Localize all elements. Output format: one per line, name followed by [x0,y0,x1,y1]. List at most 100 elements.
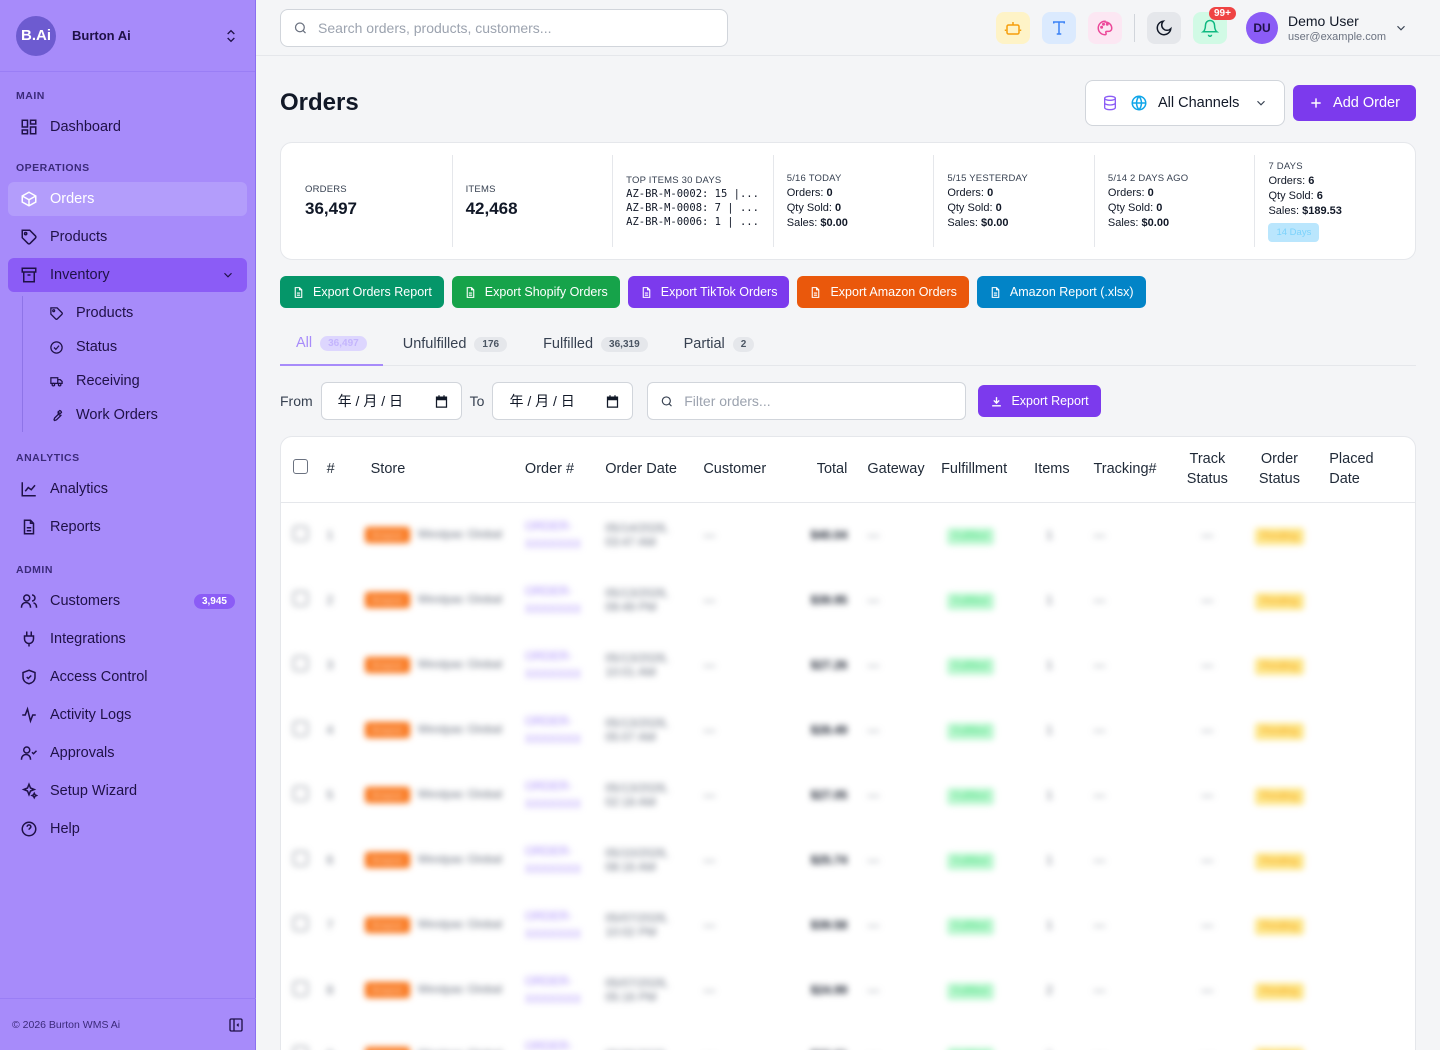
tab-fulfilled[interactable]: Fulfilled 36,319 [527,322,664,366]
order-link[interactable]: ORDER- [524,908,573,923]
filter-orders-input[interactable] [684,393,954,409]
select-all-checkbox[interactable] [293,458,308,474]
col-fulfillment[interactable]: Fulfillment [935,437,1029,503]
order-link[interactable]: XXXXXXX [524,991,581,1006]
row-checkbox[interactable] [293,720,308,736]
add-order-button[interactable]: Add Order [1293,85,1416,121]
col-order[interactable]: Order # [518,437,600,503]
order-link[interactable]: XXXXXXX [524,731,581,746]
to-date-input[interactable]: 年 / 月 / 日 [492,382,634,420]
sidebar-item-activity-logs[interactable]: Activity Logs [8,698,247,732]
order-link[interactable]: XXXXXXX [524,601,581,616]
row-checkbox[interactable] [293,915,308,931]
row-order-number[interactable]: ORDER- XXXXXXX [519,827,599,892]
tab-partial[interactable]: Partial 2 [668,322,771,366]
sidebar-item-integrations[interactable]: Integrations [8,622,247,656]
row-order-number[interactable]: ORDER- XXXXXXX [519,502,599,567]
row-order-number[interactable]: ORDER-XXXXXXX [519,957,599,1022]
order-link[interactable]: ORDER- [524,843,573,858]
table-row[interactable]: 9 Amazon Westpac Global ORDER-XXXXXXX 05/06/… [281,1022,1415,1050]
col-track-status[interactable]: Track Status [1169,437,1246,503]
calendar-icon[interactable] [434,394,449,409]
order-link[interactable]: ORDER- [524,1038,573,1050]
col-order-date[interactable]: Order Date [599,437,698,503]
row-order-number[interactable]: ORDER-XXXXXXX [519,1022,599,1050]
order-link[interactable]: XXXXXXX [524,536,581,551]
order-link[interactable]: ORDER- [524,583,573,598]
row-checkbox[interactable] [293,785,308,801]
sidebar-item-help[interactable]: Help [8,812,247,846]
sidebar-item-customers[interactable]: Customers 3,945 [8,584,247,618]
font-size-button[interactable] [1042,12,1076,44]
row-checkbox[interactable] [293,850,308,866]
col-gateway[interactable]: Gateway [853,437,936,503]
channel-select[interactable]: All Channels [1085,80,1285,126]
collapse-sidebar-icon[interactable] [228,1017,244,1033]
row-order-number[interactable]: ORDER- XXXXXXX [519,697,599,762]
col-total[interactable]: Total [786,437,854,503]
row-order-number[interactable]: ORDER- XXXXXXX [519,892,599,957]
sidebar-item-approvals[interactable]: Approvals [8,736,247,770]
sidebar-item-inventory[interactable]: Inventory [8,258,247,292]
row-checkbox[interactable] [293,590,308,606]
sidebar-item-dashboard[interactable]: Dashboard [8,110,247,144]
table-row[interactable]: 8 Amazon Westpac Global ORDER- XXXXXXX 05/07/… [281,957,1415,1022]
export-orders-report-button[interactable]: Export Orders Report [280,276,444,308]
sidebar-item-inventory-work-orders[interactable]: Work Orders [35,398,247,432]
export-report-button[interactable]: Export Report [978,385,1101,417]
theme-palette-button[interactable] [1088,12,1122,44]
col-placed-date[interactable]: Placed Date [1313,437,1393,503]
row-checkbox[interactable] [293,655,308,671]
table-row[interactable]: 1 Amazon Westpac Global ORDER- XXXXXXX 05/14/… [281,502,1415,567]
col-items[interactable]: Items [1028,437,1088,503]
order-link[interactable]: XXXXXXX [524,861,581,876]
table-row[interactable]: 6 Amazon Westpac Global ORDER- XXXXXXX 05/10/… [281,827,1415,892]
tab-unfulfilled[interactable]: Unfulfilled 176 [387,322,523,366]
brand-switcher[interactable]: B.Ai Burton Ai [0,0,255,72]
order-link[interactable]: ORDER- [524,518,573,533]
order-link[interactable]: XXXXXXX [524,926,581,941]
row-checkbox[interactable] [293,525,308,541]
row-order-number[interactable]: ORDER- XXXXXXX [519,567,599,632]
chevron-down-icon[interactable] [1394,21,1408,35]
filter-orders-field[interactable] [647,382,967,420]
sidebar-item-inventory-receiving[interactable]: Receiving [35,364,247,398]
row-checkbox[interactable] [293,1045,308,1050]
order-link[interactable]: ORDER- [524,713,573,728]
table-row[interactable]: 4 Amazon Westpac Global ORDER- XXXXXXX 05/13/… [281,697,1415,762]
order-link[interactable]: ORDER- [524,648,573,663]
sidebar-item-products[interactable]: Products [8,220,247,254]
chevrons-up-down-icon[interactable] [223,28,239,44]
14-days-toggle[interactable]: 14 Days [1268,222,1320,242]
calendar-icon[interactable] [605,394,620,409]
sidebar-item-setup-wizard[interactable]: Setup Wizard [8,774,247,808]
sidebar-item-orders[interactable]: Orders [8,182,247,216]
table-row[interactable]: 3 Amazon Westpac Global ORDER- XXXXXXX 05/13/… [281,632,1415,697]
col-tracking[interactable]: Tracking# [1087,437,1170,503]
tab-all[interactable]: All 36,497 [280,322,383,366]
ai-bot-button[interactable] [996,12,1030,44]
order-link[interactable]: XXXXXXX [524,796,581,811]
export-tiktok-orders-button[interactable]: Export TikTok Orders [627,276,790,308]
from-date-input[interactable]: 年 / 月 / 日 [320,382,462,420]
sidebar-item-analytics[interactable]: Analytics [8,472,247,506]
col-store[interactable]: Store [356,437,519,503]
notifications-button[interactable]: 99+ [1193,7,1236,44]
row-order-number[interactable]: ORDER-XXXXXXX [519,762,599,827]
sidebar-item-reports[interactable]: Reports [8,510,247,544]
dark-mode-button[interactable] [1147,12,1181,44]
user-menu[interactable]: DU Demo User user@example.com [1246,12,1386,44]
sidebar-item-inventory-products[interactable]: Products [35,296,247,330]
row-checkbox[interactable] [293,980,308,996]
table-row[interactable]: 7 Amazon Westpac Global ORDER- XXXXXXX 05/07/… [281,892,1415,957]
search-input[interactable] [318,20,715,36]
col-number[interactable]: # [320,437,357,503]
col-order-status[interactable]: Order Status [1245,437,1314,503]
sidebar-item-access-control[interactable]: Access Control [8,660,247,694]
global-search[interactable] [280,9,728,47]
export-amazon-orders-button[interactable]: Export Amazon Orders [797,276,969,308]
amazon-report-xlsx-button[interactable]: Amazon Report (.xlsx) [976,276,1146,308]
order-link[interactable]: XXXXXXX [524,666,581,681]
table-row[interactable]: 5 Amazon Westpac Global ORDER- XXXXXXX 05/13/… [281,762,1415,827]
col-customer[interactable]: Customer [697,437,787,503]
